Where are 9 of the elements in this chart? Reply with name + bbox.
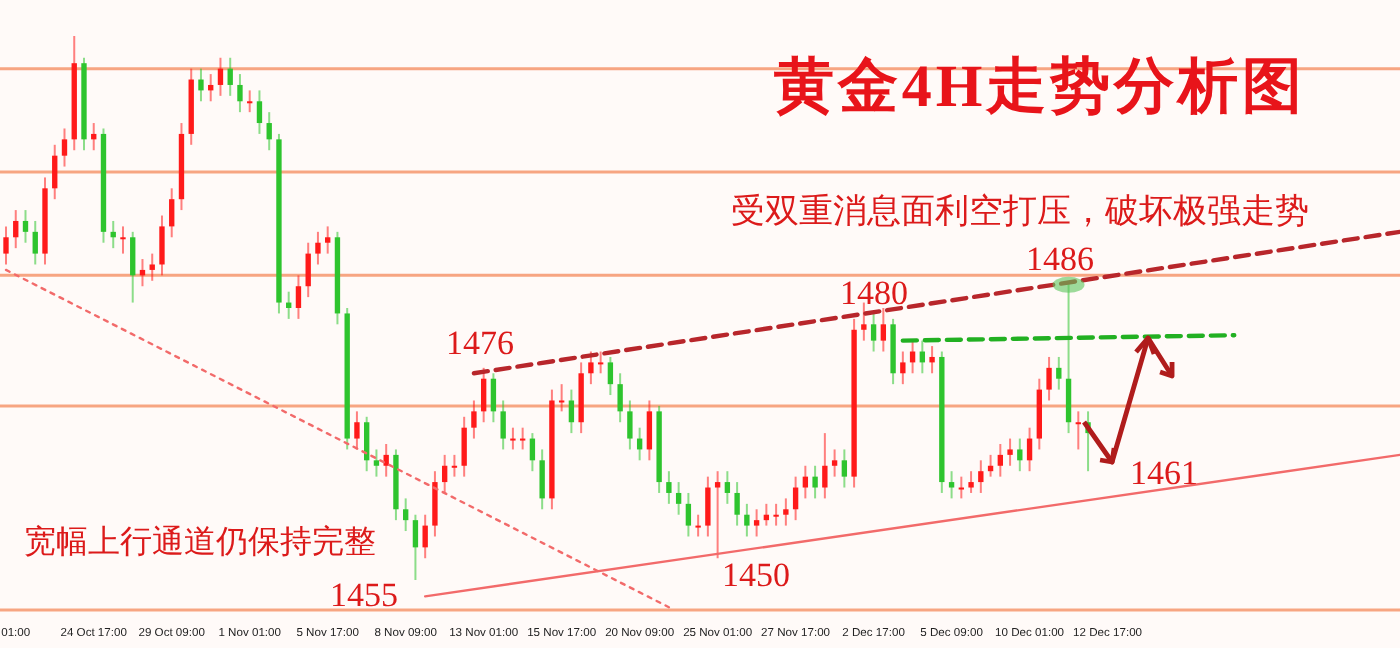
- annotation: 宽幅上行通道仍保持完整: [24, 524, 376, 560]
- annotation: 1450: [722, 556, 790, 594]
- annotation: 1461: [1130, 454, 1198, 492]
- annotation: 1476: [446, 324, 514, 362]
- annotation: 受双重消息面利空打压，破坏极强走势: [731, 192, 1309, 230]
- annotation: 1486: [1026, 240, 1094, 278]
- annotation: 1480: [840, 274, 908, 312]
- chart-title: 黄金4H走势分析图: [773, 54, 1307, 120]
- annotation: 1455: [330, 576, 398, 614]
